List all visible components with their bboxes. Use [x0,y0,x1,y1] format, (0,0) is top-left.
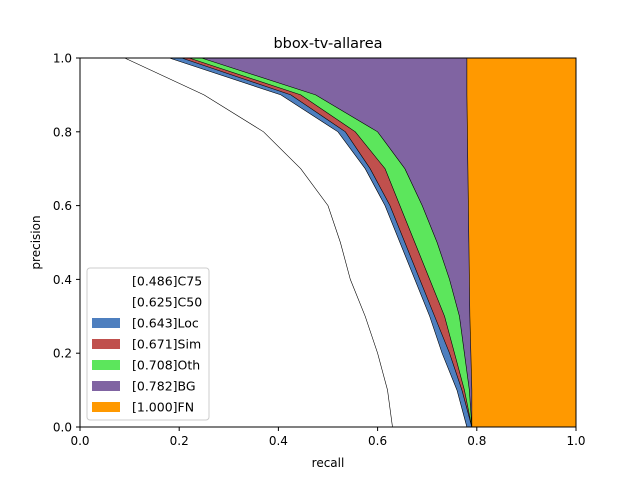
y-tick-label: 0.4 [53,273,72,287]
legend-label-0-625-c50: [0.625]C50 [132,295,202,310]
line-0-782-bg [466,58,473,427]
legend-label-0-708-oth: [0.708]Oth [132,358,200,373]
y-axis-ticks: 0.0 0.2 0.4 0.6 0.8 1.0 [53,52,80,435]
area-0-625-c50 [124,58,467,427]
chart-title: bbox-tv-allarea [273,36,382,52]
area-0-671-sim [181,58,472,427]
x-axis-label: recall [312,456,345,470]
legend-swatch-0-782-bg [92,381,120,391]
x-tick-label: 0.4 [269,434,288,448]
line-0-643-loc [181,57,473,428]
legend-swatch-1-000-fn [92,402,120,412]
x-tick-label: 0.8 [467,434,486,448]
legend-swatch-0-486-c75 [92,276,120,286]
legend-label-0-671-sim: [0.671]Sim [132,337,201,352]
plot-frame [79,57,577,428]
x-axis-ticks: 0.0 0.2 0.4 0.6 0.8 1.0 [70,427,586,448]
x-tick-label: 1.0 [566,434,585,448]
y-tick-label: 0.0 [53,421,72,435]
legend-swatch-0-671-sim [92,339,120,349]
legend-label-1-000-fn: [1.000]FN [132,400,194,415]
legend-swatch-0-708-oth [92,360,120,370]
y-tick-label: 1.0 [53,52,72,66]
x-tick-label: 0.6 [368,434,387,448]
y-tick-label: 0.6 [53,199,72,213]
legend-swatch-0-625-c50 [92,297,120,307]
y-axis-label: precision [29,215,43,269]
legend-swatch-0-643-loc [92,318,120,328]
area-0-782-bg [201,58,472,427]
area-0-708-oth [189,58,472,427]
area-1-000-fn [466,58,576,427]
y-tick-label: 0.2 [53,347,72,361]
legend-label-0-782-bg: [0.782]BG [132,379,196,394]
line-0-671-sim [189,57,473,428]
line-0-625-c50 [169,57,468,428]
x-tick-label: 0.0 [70,434,89,448]
legend-label-0-643-loc: [0.643]Loc [132,316,199,331]
legend: [0.486]C75 [0.625]C50 [0.643]Loc [0.671]Sim… [86,267,210,421]
y-tick-label: 0.8 [53,125,72,139]
line-0-486-c75 [124,57,393,428]
line-0-708-oth [201,57,473,428]
legend-label-0-486-c75: [0.486]C75 [132,274,202,289]
x-tick-label: 0.2 [170,434,189,448]
